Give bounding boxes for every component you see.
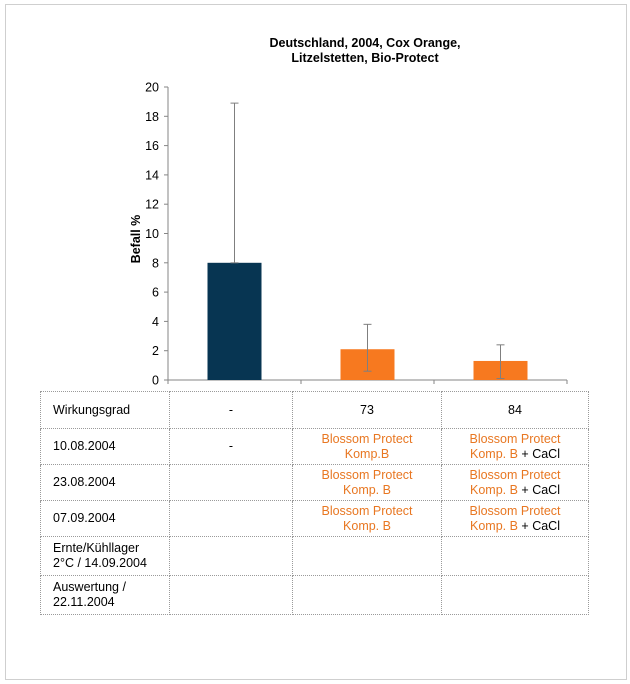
table-cell [441, 536, 589, 576]
table-cell: Blossom Protect Komp. B + CaCl [441, 428, 589, 465]
cell-text: - [228, 439, 234, 453]
y-tick-label: 8 [152, 256, 159, 270]
table-cell: - [169, 428, 293, 465]
chart-title-line-2: Litzelstetten, Bio-Protect [291, 51, 439, 65]
table-row: Auswertung /22.11.2004 [40, 575, 589, 615]
row-label: 07.09.2004 [40, 500, 170, 537]
table-cell [169, 500, 293, 537]
table-cell: Blossom Protect Komp. B [292, 500, 442, 537]
cell-text: + CaCl [517, 446, 560, 461]
table-cell [292, 536, 442, 576]
table-cell [441, 575, 589, 615]
row-label: 23.08.2004 [40, 464, 170, 501]
cell-text: + CaCl [517, 518, 560, 533]
y-tick-label: 10 [145, 227, 159, 241]
y-tick-label: 14 [145, 168, 159, 182]
y-tick-label: 4 [152, 315, 159, 329]
table-cell [292, 575, 442, 615]
y-tick-label: 18 [145, 110, 159, 124]
y-tick-label: 6 [152, 286, 159, 300]
table-cell: - [169, 391, 293, 429]
cell-text: Blossom Protect Komp. B [469, 467, 561, 497]
cell-text: Blossom Protect Komp. B [469, 431, 561, 461]
table-cell: Blossom Protect Komp. B + CaCl [441, 500, 589, 537]
table-cell: Blossom Protect Komp. B + CaCl [441, 464, 589, 501]
chart-frame [5, 4, 627, 680]
cell-text: Blossom Protect Komp. B [469, 503, 561, 533]
y-tick-label: 20 [145, 81, 159, 95]
table-cell: 73 [292, 391, 442, 429]
row-label: 10.08.2004 [40, 428, 170, 465]
chart-title-line-1: Deutschland, 2004, Cox Orange, [269, 36, 461, 50]
table-cell: Blossom Protect Komp.B [292, 428, 442, 465]
cell-text: Blossom Protect Komp.B [321, 431, 413, 461]
y-tick-label: 0 [152, 374, 159, 388]
cell-text: - [228, 402, 234, 417]
row-label: Auswertung /22.11.2004 [40, 575, 170, 615]
table-cell [169, 536, 293, 576]
y-tick-label: 16 [145, 139, 159, 153]
chart-title: Deutschland, 2004, Cox Orange, Litzelste… [150, 36, 580, 66]
table-row: 07.09.2004 Blossom Protect Komp. B Blossom … [40, 500, 589, 537]
y-tick-label: 12 [145, 198, 159, 212]
row-label: Ernte/Kühllager 2°C / 14.09.2004 [40, 536, 170, 576]
table-cell [169, 464, 293, 501]
cell-text: 84 [508, 402, 522, 417]
cell-text: Blossom Protect Komp. B [321, 503, 413, 533]
y-tick-label: 2 [152, 344, 159, 358]
table-cell: 84 [441, 391, 589, 429]
bar-chart: 0 2 4 6 8 10 12 14 16 18 20 [145, 81, 568, 388]
table-row: Wirkungsgrad - 73 84 [40, 391, 589, 429]
table-row: Ernte/Kühllager 2°C / 14.09.2004 [40, 536, 589, 576]
cell-text: + CaCl [517, 482, 560, 497]
table-row: 10.08.2004 - Blossom Protect Komp.B Blossom … [40, 428, 589, 465]
table-row: 23.08.2004 Blossom Protect Komp. B Blossom … [40, 464, 589, 501]
cell-text: Blossom Protect Komp. B [321, 467, 413, 497]
cell-text: 73 [360, 402, 374, 417]
table-cell [169, 575, 293, 615]
table-cell: Blossom Protect Komp. B [292, 464, 442, 501]
bar [207, 262, 262, 380]
row-label: Wirkungsgrad [40, 391, 170, 429]
treatment-table: Wirkungsgrad - 73 84 10.08.2004 - Blossom Prot… [40, 391, 589, 615]
